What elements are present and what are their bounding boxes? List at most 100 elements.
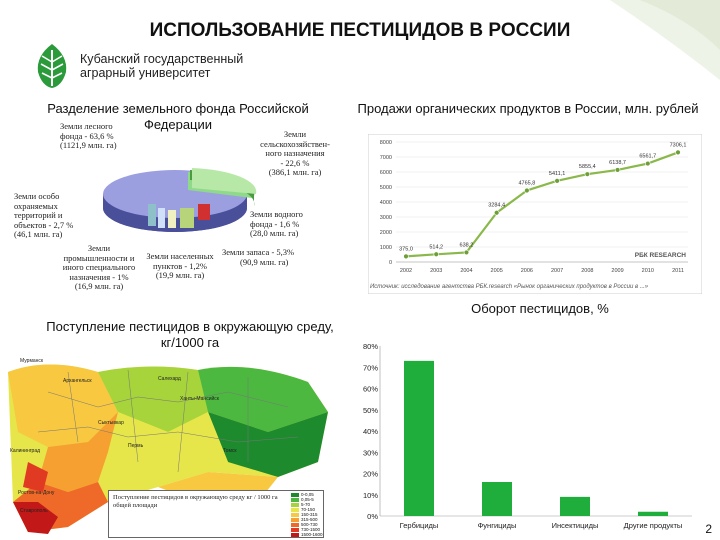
page-title: ИСПОЛЬЗОВАНИЕ ПЕСТИЦИДОВ В РОССИИ xyxy=(149,20,571,41)
map-legend-swatch xyxy=(291,512,299,517)
data-point xyxy=(645,160,651,167)
map-legend-item: 0,05-5 xyxy=(291,497,314,502)
pesticide-map: Мурманск Калининград Архангельск Сыктывкар С… xyxy=(8,352,338,537)
pie-slice-agri xyxy=(192,168,257,194)
data-label: 638,2 xyxy=(460,242,474,248)
map-legend-label: 730-1500 xyxy=(301,527,321,532)
data-label: 6138,7 xyxy=(609,160,626,166)
x-tick-label: 2004 xyxy=(460,268,472,274)
university-logo-icon xyxy=(37,44,67,88)
organic-sales-line-chart: 0 1000 2000 3000 4000 5000 6000 7000 8000 375,0 20… xyxy=(368,134,702,294)
map-legend-swatch xyxy=(291,502,299,507)
map-legend: Поступление пестицидов в окружающую сред… xyxy=(108,490,324,538)
y-tick-label: 20% xyxy=(363,470,378,479)
x-tick-label: 2005 xyxy=(491,268,503,274)
data-point xyxy=(493,210,500,216)
data-point xyxy=(463,249,470,256)
data-point xyxy=(524,187,530,194)
label-reserve: Земли запаса - 5,3% (90,9 млн. га) xyxy=(222,247,295,267)
map-legend-swatch xyxy=(291,532,299,537)
label-agri: Земли сельскохозяйствен-ного назначения - … xyxy=(260,129,330,177)
map-city-label: Мурманск xyxy=(20,358,44,364)
map-legend-label: 315-500 xyxy=(301,517,318,522)
map-legend-swatch xyxy=(291,517,299,522)
x-tick-label: Другие продукты xyxy=(624,521,683,530)
slide-number: 2 xyxy=(705,522,712,536)
label-forest: Земли лесного фонда - 63,6 % (1121,9 млн. … xyxy=(60,121,117,150)
x-tick-label: Фунгициды xyxy=(478,521,517,530)
x-tick-label: 2007 xyxy=(551,268,563,274)
y-tick-label: 3000 xyxy=(380,215,392,221)
map-legend-label: 500-730 xyxy=(301,522,318,527)
map-legend-swatch xyxy=(291,492,299,497)
map-legend-item: 70-150 xyxy=(291,507,315,512)
map-legend-item: 0-0,05 xyxy=(291,492,314,497)
map-city-label: Ставрополь xyxy=(20,508,48,514)
x-tick-label: Инсектициды xyxy=(552,521,599,530)
pie-slice-settlements xyxy=(168,210,176,228)
x-tick-label: 2008 xyxy=(581,268,593,274)
y-tick-label: 40% xyxy=(363,427,378,436)
series-line xyxy=(405,151,679,258)
data-label: 7306,1 xyxy=(670,142,687,148)
y-tick-label: 4000 xyxy=(380,200,392,206)
y-tick-label: 60% xyxy=(363,385,378,394)
y-tick-label: 8000 xyxy=(380,140,392,146)
data-label: 514,2 xyxy=(429,244,443,250)
bar xyxy=(638,511,668,516)
turnover-title: Оборот пестицидов, % xyxy=(471,301,609,316)
map-legend-swatch xyxy=(291,507,299,512)
map-legend-swatch xyxy=(291,522,299,527)
map-legend-item: 1500-1600 xyxy=(291,532,323,537)
x-tick-label: 2006 xyxy=(521,268,533,274)
pie-slice-protected xyxy=(148,204,156,226)
map-city-label: Пермь xyxy=(128,443,144,449)
data-label: 3284,4 xyxy=(488,203,505,209)
y-tick-label: 0% xyxy=(367,512,378,521)
data-label: 5411,1 xyxy=(549,171,565,177)
label-industry: Земли промышленности и иного специального н… xyxy=(62,243,136,291)
data-label: 6561,7 xyxy=(639,154,656,160)
x-tick-label: 2002 xyxy=(400,268,412,274)
map-city-label: Калининград xyxy=(10,448,40,454)
map-legend-item: 315-500 xyxy=(291,517,318,522)
bar xyxy=(482,482,512,516)
data-point xyxy=(403,253,409,260)
map-legend-swatch xyxy=(291,527,299,532)
map-legend-label: 0,05-5 xyxy=(301,497,314,502)
pie-slice-industry xyxy=(158,208,165,228)
map-legend-swatch xyxy=(291,497,299,502)
pie-slice-reserve xyxy=(180,208,194,228)
data-label: 4765,8 xyxy=(518,181,535,187)
y-tick-label: 10% xyxy=(363,491,378,500)
y-tick-label: 0 xyxy=(389,260,392,266)
data-label: 5855,4 xyxy=(579,164,596,170)
x-tick-label: 2003 xyxy=(430,268,442,274)
y-tick-label: 2000 xyxy=(380,230,392,236)
land-fund-pie-chart xyxy=(103,168,257,232)
map-city-label: Ростов-на-Дону xyxy=(18,490,55,496)
data-point xyxy=(554,178,560,184)
data-point xyxy=(433,251,439,257)
turnover-bar-chart: 0% 10% 20% 30% 40% 50% 60% 70% 80% Гербициды Фунги… xyxy=(363,342,692,530)
brand-label: РБК RESEARCH xyxy=(635,252,687,259)
x-tick-label: 2009 xyxy=(611,268,623,274)
data-point xyxy=(614,167,621,173)
organic-title: Продажи органических продуктов в России,… xyxy=(357,101,699,116)
map-legend-label: 0-0,05 xyxy=(301,492,314,497)
y-tick-label: 70% xyxy=(363,363,378,372)
map-legend-label: 70-150 xyxy=(301,507,316,512)
y-tick-label: 50% xyxy=(363,406,378,415)
map-legend-item: 150-315 xyxy=(291,512,318,517)
x-tick-label: Гербициды xyxy=(400,521,439,530)
map-legend-item: 5-70 xyxy=(291,502,310,507)
map-legend-label: 5-70 xyxy=(301,502,311,507)
y-tick-label: 6000 xyxy=(380,170,392,176)
y-tick-label: 80% xyxy=(363,342,378,351)
map-legend-item: 500-730 xyxy=(291,522,318,527)
x-tick-label: 2011 xyxy=(672,268,684,274)
data-label: 375,0 xyxy=(399,246,413,252)
label-water: Земли водного фонда - 1,6 % (28,0 млн. га) xyxy=(250,209,303,238)
map-legend-label: 1500-1600 xyxy=(301,532,323,537)
land-fund-title: Разделение земельного фонда Российской Ф… xyxy=(47,101,309,132)
